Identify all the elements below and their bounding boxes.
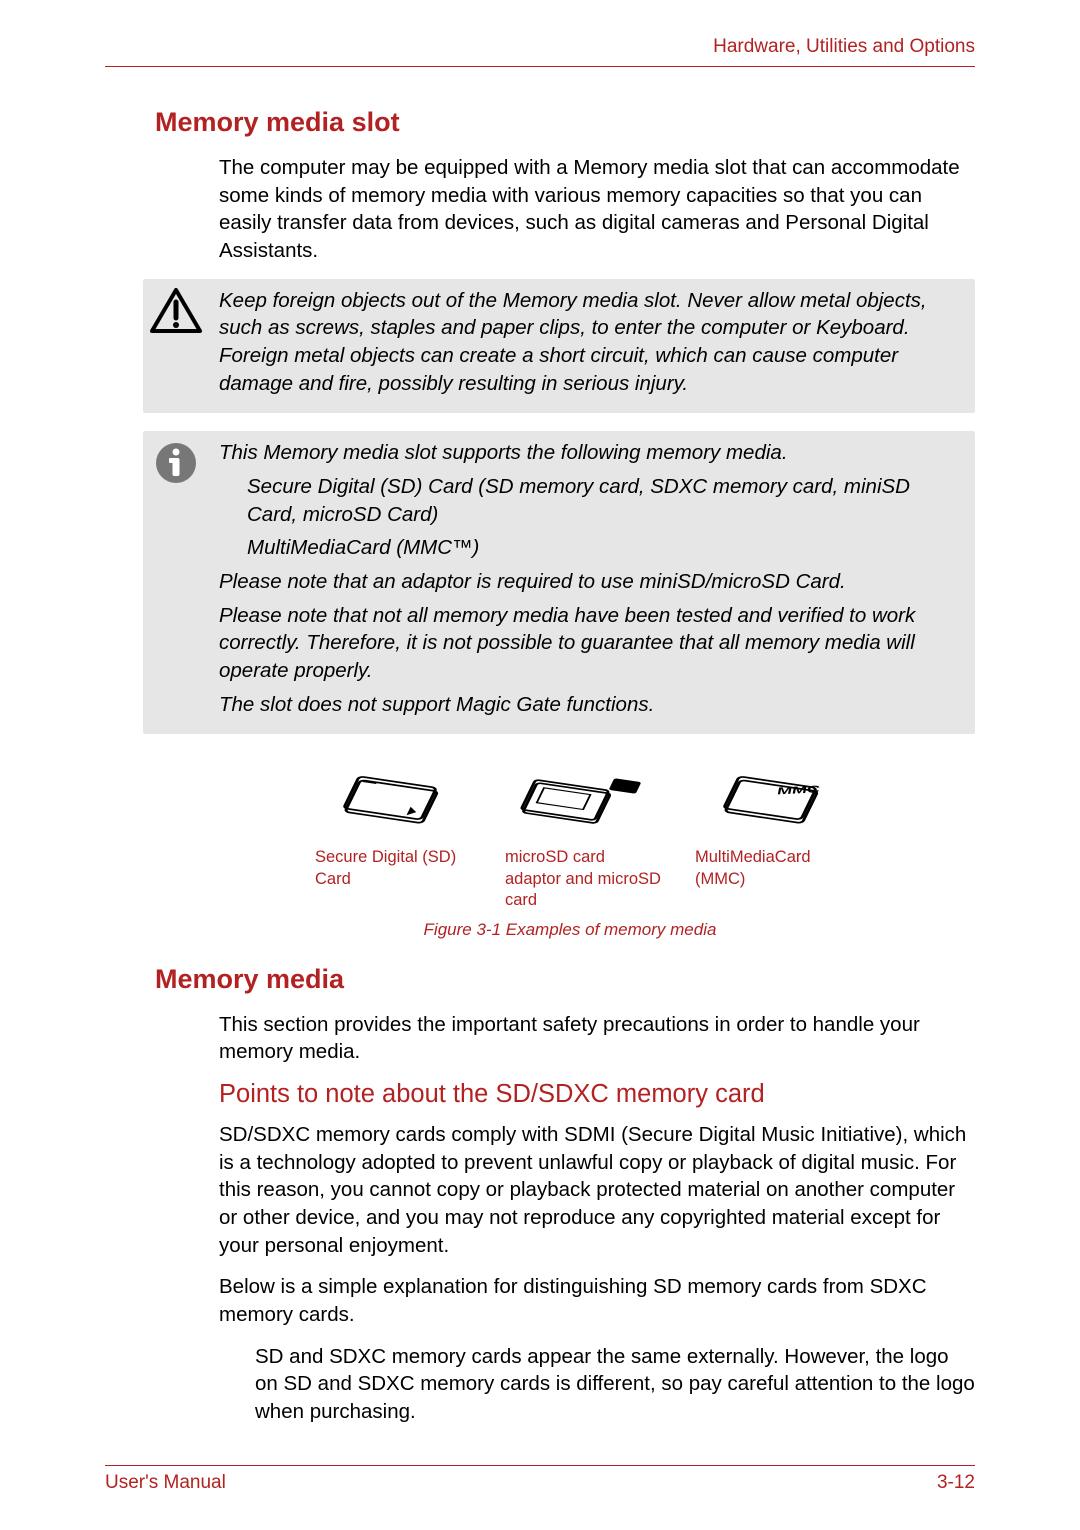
figure-mmc: MMC MultiMediaCard (MMC) <box>695 758 855 911</box>
section1-intro-text: The computer may be equipped with a Memo… <box>219 154 975 265</box>
figure-sd-card: Secure Digital (SD) Card <box>315 758 475 911</box>
info-p2: Secure Digital (SD) Card (SD memory card… <box>247 473 961 528</box>
info-callout: This Memory media slot supports the foll… <box>143 431 975 734</box>
info-p6: The slot does not support Magic Gate fun… <box>219 691 961 719</box>
warning-text: Keep foreign objects out of the Memory m… <box>219 287 961 398</box>
mmc-icon: MMC <box>695 758 845 838</box>
section2-intro-text: This section provides the important safe… <box>219 1011 975 1066</box>
subsection-p2: Below is a simple explanation for distin… <box>219 1273 975 1328</box>
page-footer: User's Manual 3-12 <box>105 1465 975 1494</box>
figure-microsd: microSD card adaptor and microSD card <box>505 758 665 911</box>
figure-microsd-label: microSD card adaptor and microSD card <box>505 847 665 911</box>
footer-left: User's Manual <box>105 1472 226 1494</box>
figure-sd-label: Secure Digital (SD) Card <box>315 847 475 890</box>
info-p4: Please note that an adaptor is required … <box>219 568 961 596</box>
footer-right: 3-12 <box>937 1472 975 1494</box>
sd-card-icon <box>315 758 465 838</box>
microsd-icon <box>505 758 655 838</box>
info-p1: This Memory media slot supports the foll… <box>219 439 961 467</box>
section-heading-memory-media-slot: Memory media slot <box>155 107 975 138</box>
info-icon <box>149 439 203 487</box>
subsection-heading: Points to note about the SD/SDXC memory … <box>219 1080 975 1109</box>
info-p5: Please note that not all memory media ha… <box>219 602 961 685</box>
subsection-p3: SD and SDXC memory cards appear the same… <box>255 1343 975 1426</box>
page-header-chapter: Hardware, Utilities and Options <box>105 36 975 67</box>
warning-icon <box>149 287 203 335</box>
warning-callout: Keep foreign objects out of the Memory m… <box>143 279 975 414</box>
figure-row: Secure Digital (SD) Card microSD card ad… <box>315 758 975 911</box>
svg-text:MMC: MMC <box>776 785 821 798</box>
section-heading-memory-media: Memory media <box>155 964 975 995</box>
info-p3: MultiMediaCard (MMC™) <box>247 534 961 562</box>
figure-caption: Figure 3-1 Examples of memory media <box>165 920 975 940</box>
figure-mmc-label: MultiMediaCard (MMC) <box>695 847 855 890</box>
subsection-p1: SD/SDXC memory cards comply with SDMI (S… <box>219 1121 975 1259</box>
